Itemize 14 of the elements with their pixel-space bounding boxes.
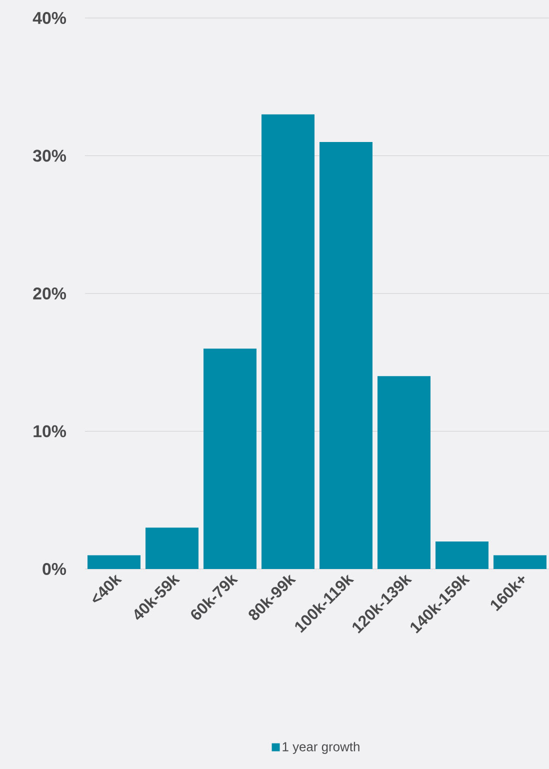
bar: [261, 114, 314, 569]
bar: [435, 541, 488, 569]
bar: [319, 142, 372, 569]
y-tick-label: 20%: [33, 288, 66, 300]
y-tick-label: 10%: [34, 425, 66, 438]
bar: [493, 555, 546, 569]
bar: [145, 528, 198, 569]
y-tick-label: 0%: [42, 563, 66, 575]
legend-label: 1 year growth: [282, 742, 360, 754]
bar: [203, 348, 256, 569]
bar: [377, 376, 430, 569]
y-tick-label: 30%: [32, 150, 66, 162]
bar: [87, 555, 140, 569]
y-tick-label: 40%: [32, 12, 66, 24]
